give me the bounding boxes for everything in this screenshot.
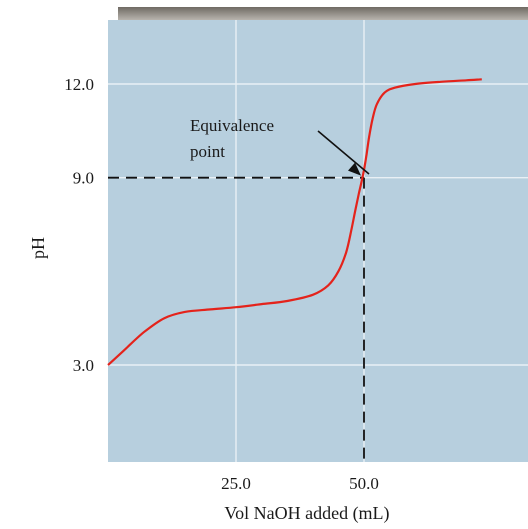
x-tick-labels: 25.0 50.0 <box>221 474 379 493</box>
y-tick-label-1: 9.0 <box>73 169 94 188</box>
titration-curve-line <box>107 78 482 366</box>
x-tick-label-1: 50.0 <box>349 474 379 493</box>
annotation-arrow-line <box>317 130 370 175</box>
y-axis-label: pH <box>28 237 48 259</box>
y-tick-label-2: 12.0 <box>64 75 94 94</box>
annotation-line-2: point <box>190 142 225 161</box>
y-tick-labels: 3.0 9.0 12.0 <box>64 75 94 375</box>
y-tick-label-0: 3.0 <box>73 356 94 375</box>
top-border-bar <box>118 7 528 21</box>
x-tick-label-0: 25.0 <box>221 474 251 493</box>
gridlines <box>108 20 528 462</box>
plot-area <box>108 20 528 462</box>
annotation-line-1: Equivalence <box>190 116 274 135</box>
x-axis-label: Vol NaOH added (mL) <box>224 503 389 524</box>
annotation-arrowhead <box>348 162 361 176</box>
